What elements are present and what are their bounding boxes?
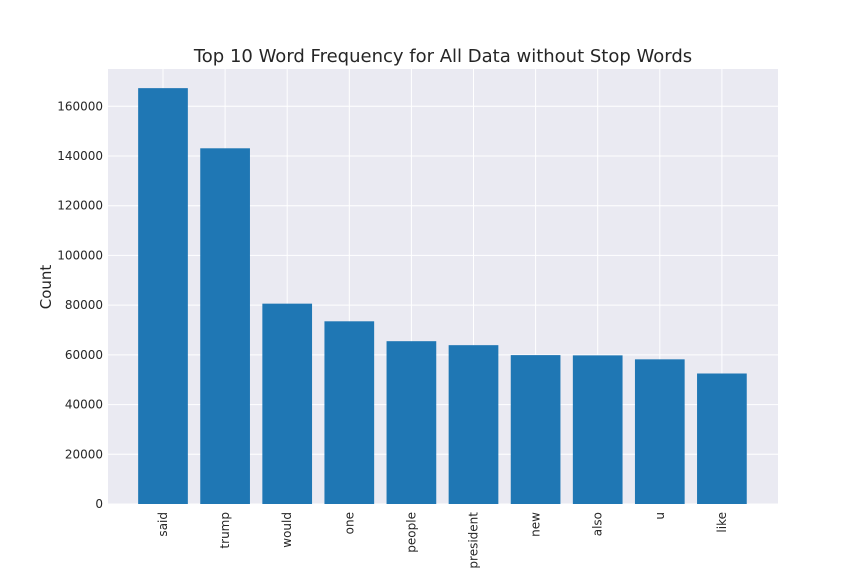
y-tick-label-7: 140000 <box>57 149 103 163</box>
y-tick-label-1: 20000 <box>65 447 103 461</box>
bar-u <box>634 359 685 504</box>
x-tick-label-one: one <box>342 512 356 534</box>
x-tick-label-trump: trump <box>218 512 232 549</box>
bar-like <box>697 373 747 504</box>
bar-new <box>510 355 561 504</box>
x-tick-label-new: new <box>529 512 543 537</box>
bar-also <box>572 355 623 504</box>
x-tick-labels: said trump would one people president new also u… <box>156 512 729 569</box>
bar-one <box>324 321 375 504</box>
chart-title: Top 10 Word Frequency for All Data witho… <box>193 46 692 67</box>
x-tick-label-also: also <box>591 512 605 536</box>
x-tick-label-president: president <box>467 512 481 569</box>
y-tick-labels: 0 20000 40000 60000 80000 100000 120000 140000 1… <box>57 99 103 511</box>
y-tick-label-4: 80000 <box>65 298 103 312</box>
x-tick-label-people: people <box>404 512 418 553</box>
y-tick-label-5: 100000 <box>57 248 103 262</box>
bar-would <box>262 303 313 504</box>
bar-president <box>448 345 499 504</box>
y-tick-label-0: 0 <box>95 497 103 511</box>
y-axis-label: Count <box>37 265 55 310</box>
y-tick-label-6: 120000 <box>57 199 103 213</box>
bars <box>138 88 747 504</box>
x-tick-label-like: like <box>715 512 729 533</box>
y-tick-label-2: 40000 <box>65 398 103 412</box>
y-tick-label-3: 60000 <box>65 348 103 362</box>
bar-people <box>386 341 437 504</box>
x-tick-label-would: would <box>280 512 294 548</box>
y-tick-label-8: 160000 <box>57 99 103 113</box>
bar-trump <box>200 148 250 504</box>
x-tick-label-said: said <box>156 512 170 537</box>
x-tick-label-u: u <box>653 512 667 520</box>
bar-said <box>138 88 188 504</box>
